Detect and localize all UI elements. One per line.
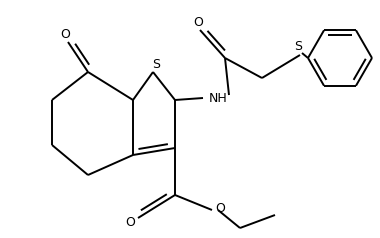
Text: O: O (125, 217, 135, 229)
Text: O: O (60, 28, 70, 40)
Text: NH: NH (209, 91, 227, 104)
Text: S: S (294, 40, 302, 54)
Text: O: O (193, 15, 203, 29)
Text: S: S (152, 59, 160, 71)
Text: O: O (215, 202, 225, 214)
